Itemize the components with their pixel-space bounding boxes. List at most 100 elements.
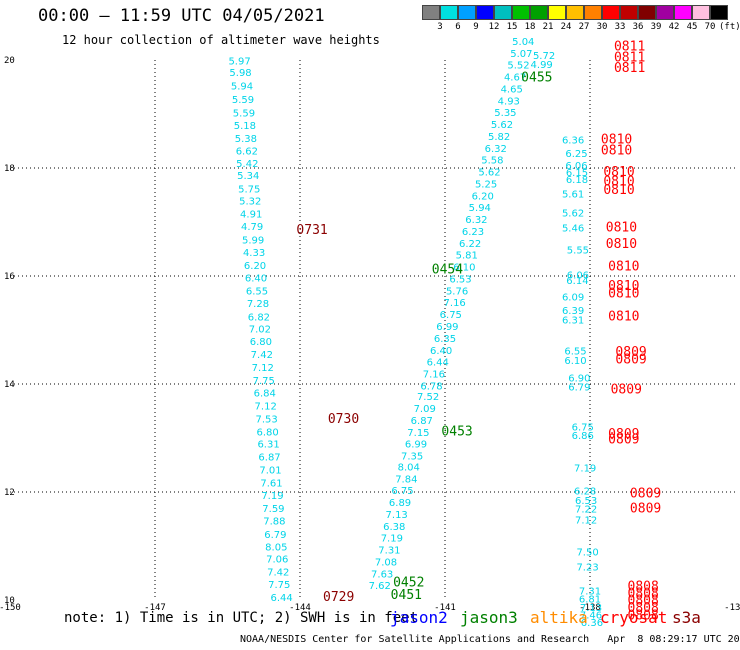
time-label: 0809 xyxy=(630,486,661,501)
mission-altika: altika xyxy=(530,608,588,627)
wave-height-value: 4.33 xyxy=(243,248,265,259)
colorbar-swatch xyxy=(548,5,566,20)
colorbar-label: 6 xyxy=(455,22,461,32)
mission-jason2: jason2 xyxy=(390,608,448,627)
colorbar-label: 18 xyxy=(524,22,536,32)
time-label: 0729 xyxy=(323,590,354,605)
wave-height-value: 6.09 xyxy=(562,292,584,303)
wave-height-value: 6.25 xyxy=(565,149,587,160)
wave-height-value: 7.75 xyxy=(268,580,290,591)
wave-height-value: 6.90 xyxy=(568,373,590,384)
lon-tick-label: -150 xyxy=(0,603,21,613)
wave-height-value: 7.01 xyxy=(259,466,281,477)
time-label: 0808 xyxy=(628,593,659,608)
credit-line: NOAA/NESDIS Center for Satellite Applica… xyxy=(240,634,740,645)
colorbar-swatch xyxy=(440,5,458,20)
wave-height-value: 7.42 xyxy=(267,568,289,579)
colorbar-swatch xyxy=(602,5,620,20)
mission-s3a: s3a xyxy=(672,608,701,627)
wave-height-value: 6.75 xyxy=(440,310,462,321)
wave-height-value: 7.13 xyxy=(580,603,602,614)
wave-height-value: 6.14 xyxy=(566,276,588,287)
wave-height-value: 5.62 xyxy=(562,209,584,220)
colorbar-label: 30 xyxy=(596,22,608,32)
wave-height-value: 6.35 xyxy=(434,334,456,345)
wave-height-value: 6.18 xyxy=(566,175,588,186)
wave-height-value: 6.99 xyxy=(405,440,427,451)
satellite-tracks: 5.975.985.945.595.595.185.386.625.425.34… xyxy=(228,37,661,629)
lon-tick-label: -141 xyxy=(434,603,456,613)
colorbar-label: 15 xyxy=(506,22,518,32)
wave-height-value: 7.12 xyxy=(255,401,277,412)
footer-note: note: 1) Time is in UTC; 2) SWH is in fe… xyxy=(64,610,419,626)
wave-height-value: 6.32 xyxy=(485,144,507,155)
wave-height-value: 6.23 xyxy=(462,227,484,238)
wave-height-value: 7.84 xyxy=(395,474,417,485)
wave-height-value: 6.87 xyxy=(411,416,433,427)
wave-height-value: 7.12 xyxy=(575,515,597,526)
wave-height-value: 6.31 xyxy=(562,316,584,327)
time-label: 0811 xyxy=(614,61,645,76)
colorbar-swatch xyxy=(620,5,638,20)
lat-tick-label: 12 xyxy=(4,488,15,498)
wave-height-value: 6.75 xyxy=(572,422,594,433)
track-middle: 7.627.637.087.317.196.387.136.896.757.84… xyxy=(369,37,553,603)
time-label: 0809 xyxy=(611,383,642,398)
time-label: 0808 xyxy=(628,608,659,623)
wave-height-value: 4.65 xyxy=(501,84,523,95)
wave-height-value: 7.50 xyxy=(576,548,598,559)
lat-tick-label: 20 xyxy=(4,56,15,66)
colorbar-swatch xyxy=(584,5,602,20)
wave-height-value: 7.12 xyxy=(252,363,274,374)
time-label: 0809 xyxy=(615,352,646,367)
wave-height-value: 7.75 xyxy=(253,376,275,387)
wave-height-value: 6.40 xyxy=(430,346,452,357)
time-label: 0810 xyxy=(606,221,637,236)
wave-height-value: 5.59 xyxy=(232,95,254,106)
wave-height-value: 5.32 xyxy=(239,197,261,208)
colorbar-label: 45 xyxy=(686,22,698,32)
wave-height-value: 5.52 xyxy=(507,61,529,72)
wave-height-value: 7.42 xyxy=(251,350,273,361)
wave-height-value: 5.46 xyxy=(562,224,584,235)
wave-height-value: 6.81 xyxy=(579,595,601,606)
colorbar-label: (ft) xyxy=(719,22,740,32)
time-label: 0809 xyxy=(608,427,639,442)
wave-height-value: 7.61 xyxy=(260,479,282,490)
time-label: 0810 xyxy=(601,133,632,148)
lon-tick-label: -144 xyxy=(289,603,311,613)
colorbar-swatch xyxy=(494,5,512,20)
time-label: 0810 xyxy=(603,183,634,198)
colorbar-label: 39 xyxy=(650,22,662,32)
wave-height-value: 7.02 xyxy=(249,325,271,336)
wave-height-value: 6.80 xyxy=(250,337,272,348)
wave-height-value: 5.72 xyxy=(533,51,555,62)
time-label: 0808 xyxy=(628,579,659,594)
wave-height-value: 6.36 xyxy=(581,618,603,629)
lon-tick-label: -135 xyxy=(724,603,740,613)
wave-height-value: 6.89 xyxy=(389,498,411,509)
map-title: 00:00 – 11:59 UTC 04/05/2021 xyxy=(38,6,325,26)
time-label: 0808 xyxy=(628,586,659,601)
wave-height-value: 6.87 xyxy=(258,453,280,464)
wave-height-value: 7.88 xyxy=(263,516,285,527)
wave-height-value: 6.79 xyxy=(568,382,590,393)
wave-height-value: 6.84 xyxy=(254,388,276,399)
colorbar-swatch xyxy=(638,5,656,20)
wave-height-value: 7.16 xyxy=(444,298,466,309)
time-label: 0810 xyxy=(608,309,639,324)
wave-height-value: 6.39 xyxy=(562,306,584,317)
wave-height-value: 6.99 xyxy=(436,322,458,333)
wave-height-value: 5.38 xyxy=(235,134,257,145)
wave-height-value: 6.40 xyxy=(245,273,267,284)
lat-tick-label: 18 xyxy=(4,164,15,174)
wave-height-value: 5.81 xyxy=(456,251,478,262)
wave-height-value: 5.42 xyxy=(236,159,258,170)
wave-height-value: 6.79 xyxy=(264,530,286,541)
wave-height-value: 4.91 xyxy=(240,210,262,221)
wave-height-value: 6.31 xyxy=(257,440,279,451)
wave-height-value: 6.20 xyxy=(472,191,494,202)
colorbar-swatch xyxy=(674,5,692,20)
wave-height-value: 7.09 xyxy=(414,404,436,415)
